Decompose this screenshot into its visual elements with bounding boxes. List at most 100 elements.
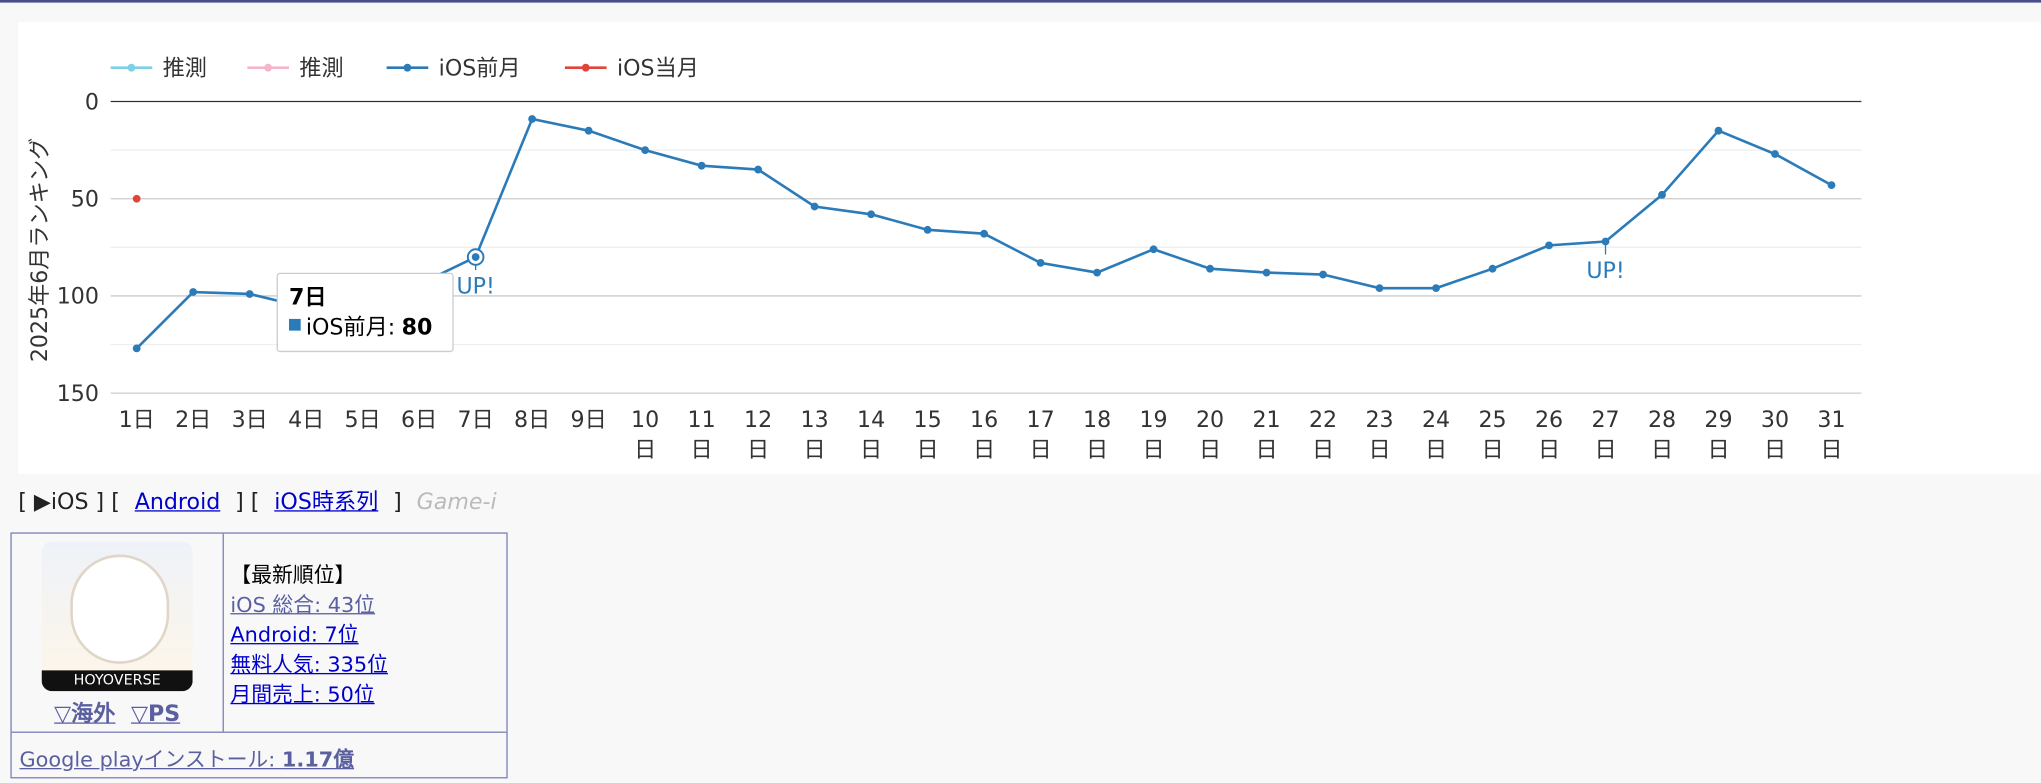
y-tick-label: 150 xyxy=(57,381,99,407)
x-tick-label: 15 日 xyxy=(914,407,942,463)
point xyxy=(1488,264,1497,273)
legend-dot xyxy=(581,63,590,72)
nav-text: ] xyxy=(393,489,402,516)
x-tick-label: 2日 xyxy=(175,407,211,433)
point xyxy=(754,165,763,174)
tooltip-part: iOS前月 xyxy=(306,315,388,341)
point xyxy=(584,126,593,135)
point xyxy=(528,115,537,123)
point xyxy=(641,146,650,155)
x-tick-label: 12 日 xyxy=(744,407,772,463)
nav-link[interactable]: Android xyxy=(134,489,221,516)
install-link[interactable]: Google playインストール: 1.17億 xyxy=(20,742,355,773)
x-tick-label: 20 日 xyxy=(1196,407,1224,463)
tooltip-text: iOS前月: 80 xyxy=(306,315,433,341)
legend-label: iOS前月 xyxy=(439,55,521,81)
tooltip-swatch xyxy=(288,318,301,331)
legend-dot xyxy=(264,63,273,72)
x-tick-label: 23 日 xyxy=(1365,407,1393,463)
tooltip-part: : xyxy=(388,315,395,341)
point xyxy=(1714,126,1723,135)
y-tick-label: 0 xyxy=(85,89,99,115)
x-tick-label: 13 日 xyxy=(801,407,829,463)
point xyxy=(1206,264,1214,273)
link[interactable]: 月間売上: 50位 xyxy=(230,682,375,707)
point xyxy=(1375,284,1384,293)
point xyxy=(1093,268,1101,277)
point xyxy=(245,290,254,298)
rankings: 【最新順位】 iOS 総合: 43位 Android: 7位 無料人気: 335… xyxy=(230,560,388,710)
divider xyxy=(11,731,507,733)
legend-label: 推測 xyxy=(299,55,343,81)
x-tick-label: 29 日 xyxy=(1704,407,1732,463)
x-tick-label: 6日 xyxy=(401,407,437,433)
point xyxy=(923,225,932,234)
link[interactable]: 無料人気: 335位 xyxy=(230,652,388,677)
link[interactable]: iOS 総合: 43位 xyxy=(230,592,376,618)
info-box: HOYOVERSE ▽海外 ▽PS 【最新順位】 iOS 総合: 43位 And… xyxy=(10,532,508,779)
install-value: 1.17億 xyxy=(281,747,355,772)
x-tick-label: 11 日 xyxy=(688,407,716,463)
x-tick-label: 26 日 xyxy=(1535,407,1563,463)
point xyxy=(1149,245,1158,254)
x-tick-label: 27 日 xyxy=(1591,407,1619,463)
point xyxy=(1262,268,1271,277)
link[interactable]: ▽海外 xyxy=(54,701,116,728)
point xyxy=(1545,241,1553,250)
link[interactable]: ▽PS xyxy=(130,701,181,728)
nav-text: [ ▶iOS ] [ xyxy=(18,489,120,516)
x-tick-label: 5日 xyxy=(345,407,381,433)
x-tick-label: 18 日 xyxy=(1083,407,1111,463)
icon-text: HOYOVERSE xyxy=(41,670,193,692)
heading: 【最新順位】 xyxy=(230,562,356,588)
point xyxy=(132,344,141,353)
point xyxy=(1771,150,1779,158)
point xyxy=(132,194,141,203)
x-tick-label: 30 日 xyxy=(1761,407,1789,463)
divider xyxy=(222,533,224,732)
nav-text: Game-i xyxy=(416,489,497,516)
x-tick-label: 7日 xyxy=(458,407,494,433)
nav-text: ] [ xyxy=(235,489,260,516)
point xyxy=(1827,181,1836,190)
point xyxy=(810,202,819,211)
x-tick-label: 14 日 xyxy=(857,407,885,463)
point xyxy=(697,161,706,170)
point xyxy=(1432,284,1440,293)
x-tick-label: 3日 xyxy=(232,407,268,433)
tooltip-bg xyxy=(276,272,454,353)
x-tick-label: 17 日 xyxy=(1027,407,1055,463)
legend-label: iOS当月 xyxy=(617,55,699,81)
x-tick-label: 16 日 xyxy=(970,407,998,463)
y-axis-label: 2025年6月ランキング xyxy=(27,138,53,362)
legend-dot xyxy=(127,63,136,72)
x-tick-label: 1日 xyxy=(119,407,155,433)
x-tick-label: 10 日 xyxy=(631,407,659,463)
point xyxy=(867,210,876,219)
nav-link[interactable]: iOS時系列 xyxy=(274,489,379,516)
legend-label: 推測 xyxy=(163,55,207,81)
x-tick-label: 21 日 xyxy=(1252,407,1280,463)
tooltip-title: 7日 xyxy=(289,285,327,311)
x-tick-label: 22 日 xyxy=(1309,407,1337,463)
point xyxy=(980,229,988,238)
x-tick-label: 19 日 xyxy=(1139,407,1167,463)
install-label: Google playインストール: xyxy=(19,747,282,772)
tooltip: 7日 iOS前月: 80 xyxy=(276,272,454,353)
x-tick-label: 28 日 xyxy=(1648,407,1676,463)
annotation: UP! xyxy=(456,273,494,299)
y-tick-label: 100 xyxy=(57,284,99,310)
icon-links: ▽海外 ▽PS xyxy=(12,695,223,728)
nav: [ ▶iOS ] [ Android ] [ iOS時系列 ] Game-i xyxy=(18,483,497,516)
link[interactable]: Android: 7位 xyxy=(230,622,359,647)
icon-art xyxy=(70,554,170,664)
hover-dot xyxy=(471,253,480,261)
x-tick-label: 9日 xyxy=(571,407,607,433)
y-tick-label: 50 xyxy=(71,187,99,213)
x-tick-label: 25 日 xyxy=(1478,407,1506,463)
chart: 2025年6月ランキング 0 50 100 150 1日 2日 3日 4日 5日 6日 7日 8日 9日… xyxy=(26,55,1862,463)
top-border xyxy=(0,0,2041,3)
annotation: UP! xyxy=(1586,258,1624,284)
